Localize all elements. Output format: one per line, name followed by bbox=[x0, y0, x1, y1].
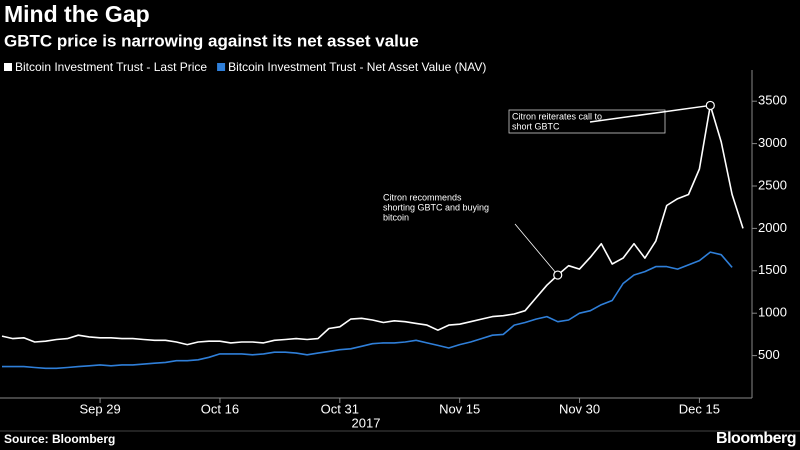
annotation-text: bitcoin bbox=[383, 212, 409, 222]
series-line bbox=[2, 251, 733, 370]
x-tick-label: Nov 15 bbox=[439, 401, 480, 416]
annotation-leader bbox=[589, 104, 711, 123]
annotation-text: shorting GBTC and buying bbox=[383, 202, 489, 212]
y-tick-label: 2500 bbox=[758, 177, 787, 192]
y-tick-label: 3500 bbox=[758, 93, 787, 108]
annotation-text: Citron recommends bbox=[383, 192, 462, 202]
legend-label: Bitcoin Investment Trust - Last Price bbox=[15, 60, 207, 74]
annotation-text: Citron reiterates call to bbox=[512, 111, 602, 121]
y-tick-label: 1500 bbox=[758, 262, 787, 277]
x-tick-label: Sep 29 bbox=[79, 401, 120, 416]
x-tick-label: Oct 16 bbox=[201, 401, 239, 416]
annotation-marker bbox=[553, 270, 563, 280]
brand: Bloomberg bbox=[716, 430, 796, 447]
annotation-box bbox=[508, 109, 666, 134]
x-tick-label: Nov 30 bbox=[559, 401, 600, 416]
x-tick-label: Oct 31 bbox=[321, 401, 359, 416]
legend-swatch bbox=[4, 63, 12, 71]
y-tick-label: 1000 bbox=[758, 305, 787, 320]
y-tick-label: 2000 bbox=[758, 220, 787, 235]
x-axis-label: 2017 bbox=[352, 415, 381, 430]
series-line bbox=[1, 104, 744, 346]
legend-label: Bitcoin Investment Trust - Net Asset Val… bbox=[228, 60, 486, 74]
chart-title: Mind the Gap bbox=[4, 1, 150, 27]
source: Source: Bloomberg bbox=[4, 432, 115, 446]
chart-subtitle: GBTC price is narrowing against its net … bbox=[4, 31, 419, 50]
annotation-text: short GBTC bbox=[512, 121, 560, 131]
y-tick-label: 3000 bbox=[758, 135, 787, 150]
legend-swatch bbox=[217, 63, 226, 71]
x-tick-label: Dec 15 bbox=[679, 401, 720, 416]
y-tick-label: 500 bbox=[758, 347, 780, 362]
annotation-leader bbox=[514, 223, 559, 276]
annotation-marker bbox=[705, 100, 715, 111]
